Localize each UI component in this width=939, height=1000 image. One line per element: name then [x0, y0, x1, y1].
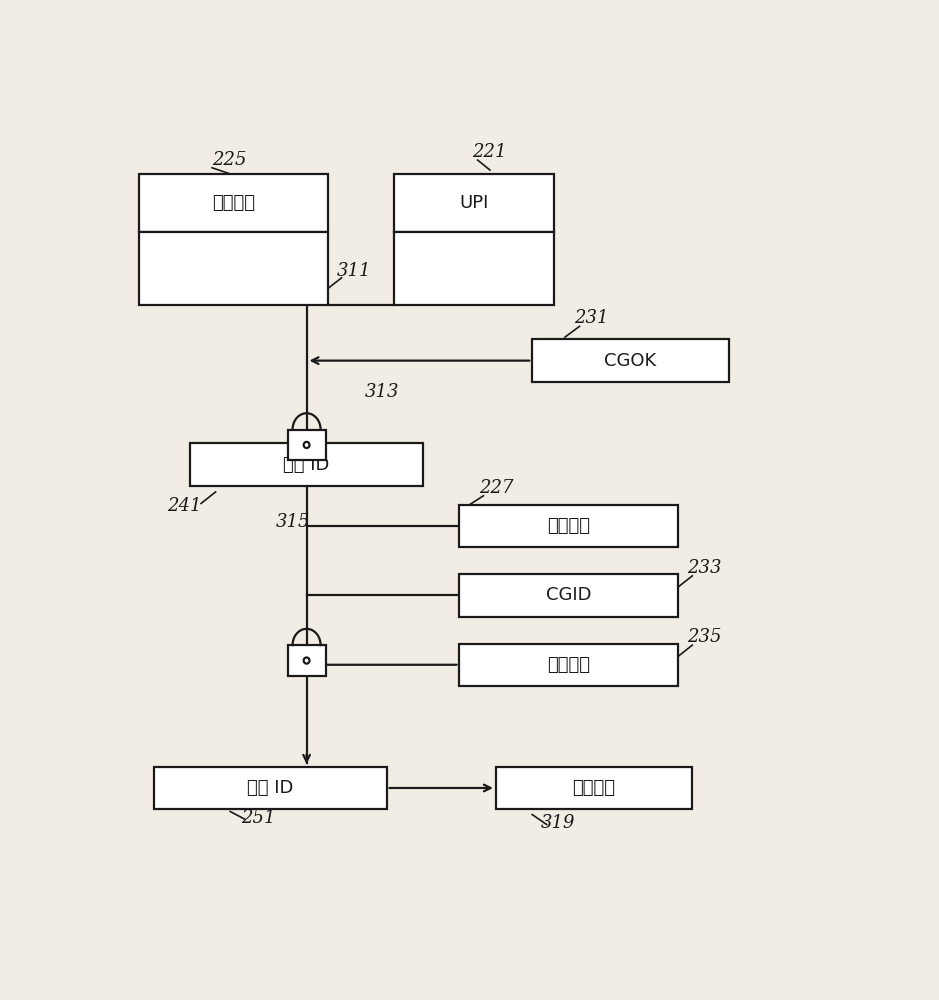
Text: CGID: CGID — [546, 586, 592, 604]
FancyBboxPatch shape — [154, 767, 387, 809]
Text: 231: 231 — [575, 309, 608, 327]
Text: 225: 225 — [212, 151, 246, 169]
FancyBboxPatch shape — [287, 430, 326, 460]
Text: 物理噪声: 物理噪声 — [547, 517, 590, 535]
Text: 241: 241 — [167, 497, 201, 515]
Text: 317: 317 — [290, 659, 325, 677]
Text: 安全 ID: 安全 ID — [247, 779, 293, 797]
Text: 系统噪声: 系统噪声 — [212, 194, 255, 212]
Text: 235: 235 — [687, 628, 722, 646]
FancyBboxPatch shape — [139, 232, 329, 305]
Text: 315: 315 — [276, 513, 311, 531]
FancyBboxPatch shape — [394, 174, 554, 232]
Text: 标记物品: 标记物品 — [573, 779, 616, 797]
FancyBboxPatch shape — [459, 505, 678, 547]
FancyBboxPatch shape — [532, 339, 729, 382]
Text: 319: 319 — [541, 814, 576, 832]
FancyBboxPatch shape — [191, 443, 423, 486]
Text: 第一 ID: 第一 ID — [284, 456, 330, 474]
FancyBboxPatch shape — [394, 232, 554, 305]
FancyBboxPatch shape — [139, 174, 329, 232]
FancyBboxPatch shape — [459, 574, 678, 617]
Text: CGOK: CGOK — [605, 352, 656, 370]
Text: 221: 221 — [472, 143, 507, 161]
FancyBboxPatch shape — [287, 645, 326, 676]
Text: 313: 313 — [365, 383, 399, 401]
Text: 227: 227 — [479, 479, 514, 497]
FancyBboxPatch shape — [459, 644, 678, 686]
Text: UPI: UPI — [459, 194, 488, 212]
Text: 311: 311 — [337, 262, 372, 280]
FancyBboxPatch shape — [496, 767, 692, 809]
Text: 233: 233 — [687, 559, 722, 577]
Text: 251: 251 — [241, 809, 275, 827]
Text: 全局密钥: 全局密钥 — [547, 656, 590, 674]
